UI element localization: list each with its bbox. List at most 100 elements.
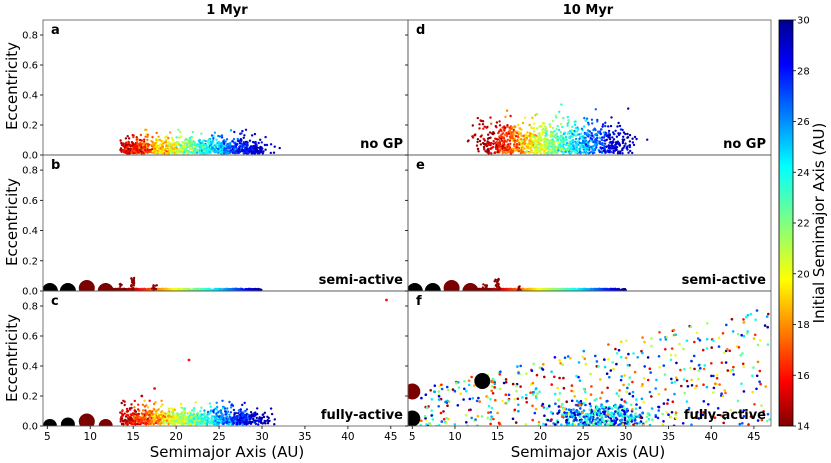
particle-point bbox=[147, 144, 150, 148]
particle-point bbox=[244, 128, 248, 131]
particle-point bbox=[121, 409, 124, 412]
particle-point bbox=[228, 413, 231, 416]
particle-point bbox=[173, 145, 177, 148]
particle-point bbox=[476, 140, 479, 144]
particle-point bbox=[551, 126, 555, 130]
particle-point bbox=[566, 124, 569, 128]
particle-point bbox=[184, 145, 187, 148]
particle-point bbox=[247, 151, 250, 155]
particle-point bbox=[632, 143, 636, 147]
particle-point bbox=[574, 126, 578, 130]
particle-point bbox=[223, 147, 226, 150]
particle-point bbox=[176, 151, 179, 155]
particle-point bbox=[246, 144, 249, 147]
particle-point bbox=[128, 143, 131, 146]
particle-point bbox=[561, 138, 564, 142]
particle-point bbox=[554, 136, 558, 140]
particle-point bbox=[133, 151, 136, 154]
panel-b-frame bbox=[42, 154, 409, 292]
particle-point bbox=[190, 141, 194, 144]
particle-point bbox=[220, 136, 224, 139]
particle-point bbox=[613, 149, 617, 152]
particle-point bbox=[588, 130, 592, 133]
particle-point bbox=[161, 152, 164, 155]
particle-point bbox=[152, 289, 155, 291]
particle-point bbox=[487, 149, 490, 152]
particle-point bbox=[550, 145, 553, 148]
particle-point bbox=[566, 122, 569, 126]
particle-point bbox=[578, 133, 581, 136]
particle-point bbox=[498, 120, 501, 123]
particle-point bbox=[272, 151, 276, 154]
particle-point bbox=[545, 129, 549, 133]
particle-point bbox=[487, 133, 490, 136]
particle-point bbox=[257, 420, 260, 423]
particle-point bbox=[526, 131, 529, 134]
particle-point bbox=[140, 148, 143, 151]
particle-point bbox=[611, 140, 615, 143]
particle-point bbox=[123, 287, 126, 290]
particle-point bbox=[249, 288, 252, 291]
particle-point bbox=[555, 132, 559, 135]
particle-point bbox=[153, 408, 156, 411]
particle-point bbox=[142, 409, 145, 412]
particle-point bbox=[530, 137, 533, 141]
particle-point bbox=[138, 143, 142, 147]
particle-point bbox=[580, 132, 583, 135]
particle-point bbox=[602, 136, 606, 139]
particle-point bbox=[120, 143, 124, 147]
particle-point bbox=[595, 132, 598, 136]
particle-point bbox=[189, 146, 193, 150]
particle-point bbox=[580, 151, 583, 154]
particle-point bbox=[144, 135, 147, 138]
particle-point bbox=[512, 150, 515, 153]
particle-point bbox=[476, 116, 479, 120]
panel-a-particles bbox=[119, 128, 281, 155]
particle-point bbox=[242, 149, 246, 152]
particle-point bbox=[251, 151, 254, 154]
particle-point bbox=[140, 394, 144, 398]
particle-point bbox=[238, 421, 242, 425]
y-axis-label-bottom: Eccentricity bbox=[3, 314, 21, 402]
particle-point bbox=[218, 135, 222, 138]
particle-point bbox=[162, 421, 165, 425]
particle-point bbox=[483, 148, 486, 151]
particle-point bbox=[594, 108, 597, 111]
particle-point bbox=[221, 399, 224, 402]
particle-point bbox=[582, 125, 586, 128]
particle-point bbox=[137, 150, 140, 153]
panel-letter: c bbox=[51, 294, 59, 309]
particle-point bbox=[199, 410, 202, 413]
particle-point bbox=[600, 138, 604, 142]
particle-point bbox=[590, 118, 594, 121]
particle-point bbox=[572, 144, 575, 147]
particle-point bbox=[124, 288, 127, 291]
particle-point bbox=[564, 150, 567, 154]
particle-point bbox=[229, 146, 232, 150]
particle-point bbox=[233, 141, 236, 144]
particle-point bbox=[530, 141, 533, 144]
particle-point bbox=[520, 146, 523, 150]
particle-point bbox=[180, 135, 183, 138]
particle-point bbox=[144, 128, 147, 131]
particle-point bbox=[170, 146, 174, 149]
particle-point bbox=[179, 144, 182, 147]
particle-point bbox=[545, 132, 548, 135]
particle-point bbox=[498, 144, 501, 147]
particle-point bbox=[223, 421, 226, 424]
particle-point bbox=[149, 422, 152, 425]
x-tick-label: 35 bbox=[298, 431, 311, 443]
particle-point bbox=[513, 137, 516, 140]
particle-point bbox=[251, 420, 254, 424]
particle-point bbox=[177, 415, 180, 419]
particle-point bbox=[586, 132, 589, 135]
particle-point bbox=[124, 137, 128, 140]
particle-point bbox=[207, 417, 210, 420]
particle-point bbox=[479, 135, 482, 138]
particle-point bbox=[495, 121, 499, 124]
particle-point bbox=[254, 411, 257, 414]
particle-point bbox=[238, 145, 241, 149]
particle-point bbox=[628, 145, 632, 149]
particle-point bbox=[193, 289, 196, 291]
particle-point bbox=[151, 136, 154, 139]
